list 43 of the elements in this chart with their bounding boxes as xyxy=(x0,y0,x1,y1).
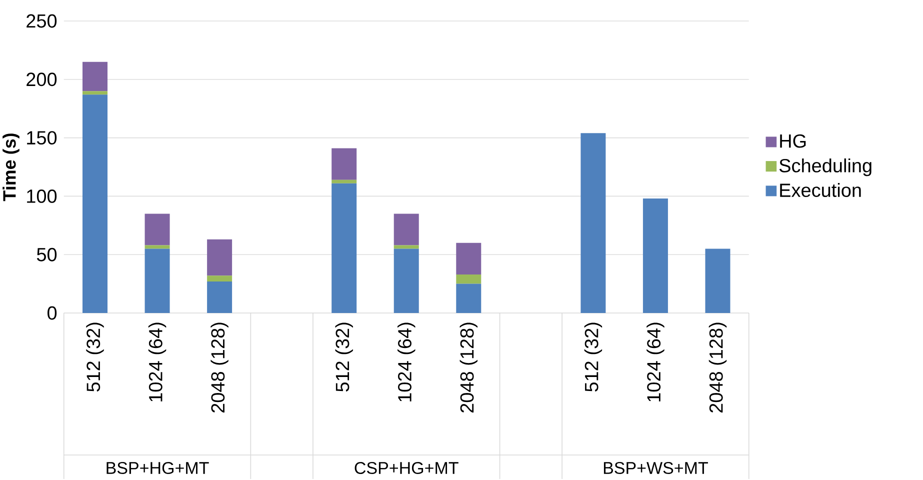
bar xyxy=(144,245,170,249)
y-tick-label: 200 xyxy=(26,72,57,86)
y-tick-label: 0 xyxy=(48,306,57,320)
bar xyxy=(82,91,108,95)
bar xyxy=(705,248,730,313)
text: BSP+WS+MT xyxy=(604,462,708,474)
x-tick-label: 1024 (64) xyxy=(398,322,416,402)
legend-label: Scheduling xyxy=(779,158,872,176)
x-tick-label: 2048 (128) xyxy=(708,322,727,412)
bar xyxy=(332,148,357,180)
y-axis-title: Time (s) xyxy=(2,134,20,202)
legend-label: Execution xyxy=(780,183,861,198)
text: BSP+HG+MT xyxy=(106,462,209,474)
bar xyxy=(394,214,419,246)
x-tick-label: 2048 (128) xyxy=(460,322,478,412)
bar xyxy=(394,248,419,313)
bar xyxy=(456,274,482,284)
y-tick-label: 250 xyxy=(26,14,57,28)
bar xyxy=(207,281,232,313)
bar xyxy=(332,180,357,184)
bar xyxy=(82,94,108,313)
x-tick-label: 512 (32) xyxy=(86,322,104,392)
text: CSP+HG+MT xyxy=(354,462,458,474)
bar xyxy=(207,276,232,282)
bar xyxy=(82,62,108,92)
x-tick-label: 512 (32) xyxy=(584,322,602,392)
bar xyxy=(394,245,419,249)
y-tick-label: 100 xyxy=(27,189,57,203)
y-tick-label: 150 xyxy=(27,131,57,145)
legend-label: HG xyxy=(780,134,806,148)
x-tick-label: 512 (32) xyxy=(335,322,353,392)
bar xyxy=(642,198,668,313)
bar xyxy=(207,239,232,276)
x-tick-label: 1024 (64) xyxy=(148,322,166,402)
bar xyxy=(144,248,170,313)
x-tick-label: 1024 (64) xyxy=(646,322,664,402)
bar xyxy=(580,133,606,313)
x-tick-label: 2048 (128) xyxy=(210,322,228,412)
bar xyxy=(332,183,357,313)
bar xyxy=(456,242,482,274)
bar xyxy=(456,284,482,313)
bar xyxy=(144,214,170,246)
y-tick-label: 50 xyxy=(36,248,57,262)
